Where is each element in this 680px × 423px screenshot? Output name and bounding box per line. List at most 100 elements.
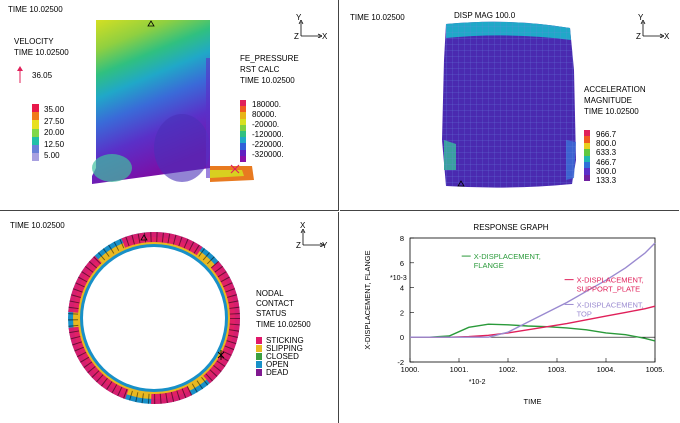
colorbar-segment: [32, 153, 39, 162]
colorbar-segment: [240, 155, 246, 162]
colorbar-segment: [32, 128, 39, 137]
velocity-title: VELOCITY: [14, 37, 54, 46]
x-multiplier-label: *10-2: [469, 379, 486, 386]
colorbar-segment: [584, 161, 590, 169]
scale-label: 35.00: [44, 105, 65, 114]
scale-label: 5.00: [44, 151, 60, 161]
series-name-line2: SUPPORT_PLATE: [577, 285, 641, 294]
colorbar-segment: [240, 118, 246, 125]
plot-frame: [409, 237, 656, 363]
axis-x-label: X: [300, 221, 306, 230]
scale-label: 300.0: [596, 166, 617, 176]
chart-title: RESPONSE GRAPH: [473, 223, 548, 232]
scale-label: 80000.: [252, 110, 277, 119]
colorbar-segment: [32, 112, 39, 121]
legend-swatch: [256, 337, 262, 344]
legend-swatch: [256, 361, 262, 368]
colorbar-segment: [32, 136, 39, 145]
axis-z-label: Z: [296, 241, 301, 250]
series-name-line1: X-DISPLACEMENT,: [474, 252, 541, 261]
x-tick-label: 1005.: [646, 365, 665, 374]
velocity-reference-arrow-icon: [17, 66, 23, 83]
x-tick-label: 1003.: [548, 365, 567, 374]
response-graph-viewport[interactable]: RESPONSE GRAPH 1000. 1001. 1002. 1003. 1004.…: [340, 212, 679, 423]
axis-x-label: X: [664, 32, 670, 41]
scale-label: 633.3: [596, 148, 617, 158]
colorbar-segment: [240, 137, 246, 144]
acceleration-viewport[interactable]: TIME 10.02500 DISP MAG 100.0 ACCELERATIO…: [340, 0, 679, 211]
time-label: TIME 10.02500: [10, 221, 65, 230]
status-time: TIME 10.02500: [256, 320, 311, 329]
colorbar-segment: [240, 106, 246, 113]
scale-label: 133.3: [596, 176, 617, 185]
colorbar-segment: [32, 120, 39, 129]
colorbar-segment: [584, 174, 590, 182]
colorbar-segment: [240, 143, 246, 150]
scale-label: 966.7: [596, 130, 617, 139]
velocity-reference-value: 36.05: [32, 71, 53, 80]
velocity-pressure-viewport[interactable]: TIME 10.02500 VELOCITY TIME 10.02500 36.…: [0, 0, 339, 211]
legend-label-dead: DEAD: [266, 368, 289, 377]
colorbar-segment: [584, 155, 590, 162]
axis-y-label: Y: [638, 13, 644, 22]
status-title-2: CONTACT: [256, 299, 295, 308]
fe-pressure-title: FE_PRESSURE: [240, 54, 299, 63]
time-label: TIME 10.02500: [350, 13, 405, 22]
legend-label-open: OPEN: [266, 360, 289, 369]
series-line-top: [410, 242, 656, 338]
x-tick-label: 1004.: [597, 365, 616, 374]
disp-mag-label: DISP MAG 100.0: [454, 11, 516, 20]
scale-label: -320000.: [252, 150, 284, 159]
legend-label-closed: CLOSED: [266, 352, 299, 361]
y-axis-label: X-DISPLACEMENT, FLANGE: [363, 250, 372, 349]
y-tick-label: 6: [400, 259, 404, 268]
series-name-line1: X-DISPLACEMENT,: [577, 276, 644, 285]
y-tick-label: 8: [400, 234, 404, 243]
legend-label-slipping: SLIPPING: [266, 344, 303, 353]
status-title-1: NODAL: [256, 289, 284, 298]
series-line-support_plate: [410, 305, 656, 338]
scale-label: 27.50: [44, 116, 65, 126]
status-title-3: STATUS: [256, 309, 287, 318]
contact-status-viewport[interactable]: TIME 10.02500 NODAL CONTACT STATUS TIME …: [0, 212, 339, 423]
legend-label-sticking: STICKING: [266, 336, 304, 345]
axis-y-label: Y: [322, 241, 328, 250]
contact-ring-plot: [68, 232, 240, 404]
y-tick-label: 4: [400, 284, 404, 293]
x-tick-label: 1002.: [499, 365, 518, 374]
colorbar-segment: [240, 124, 246, 131]
axis-triad-icon: [640, 20, 664, 38]
scale-label: 180000.: [252, 100, 281, 109]
mesh-contour-plot: [442, 21, 576, 188]
acceleration-colorbar: [584, 130, 590, 182]
colorbar-segment: [240, 149, 246, 156]
colorbar-segment: [584, 130, 590, 137]
scale-label: 20.00: [44, 128, 65, 138]
response-graph-chart: RESPONSE GRAPH 1000. 1001. 1002. 1003. 1004.…: [363, 223, 665, 406]
colorbar-segment: [240, 112, 246, 119]
axis-z-label: Z: [636, 32, 641, 41]
load-marker-icon: [230, 164, 240, 174]
x-axis-label: TIME: [524, 397, 542, 406]
axis-x-label: X: [322, 32, 328, 41]
x-tick-label: 1000.: [401, 365, 420, 374]
axis-z-label: Z: [294, 32, 299, 41]
axis-triad-icon: [298, 20, 322, 38]
y-multiplier-label: *10-3: [390, 275, 407, 282]
legend-swatch: [256, 353, 262, 360]
scale-label: -20000.: [252, 120, 280, 129]
colorbar-segment: [240, 130, 246, 138]
colorbar-segment: [584, 149, 590, 156]
acceleration-title-2: MAGNITUDE: [584, 96, 632, 105]
scale-label: -120000.: [252, 130, 284, 139]
acceleration-time: TIME 10.02500: [584, 107, 639, 116]
series-line-flange: [410, 323, 656, 342]
pressure-colorbar: [240, 100, 246, 162]
y-tick-label: 2: [400, 308, 404, 317]
colorbar-segment: [584, 168, 590, 175]
fluid-contour-plot: [92, 20, 254, 184]
time-label: TIME 10.02500: [8, 5, 63, 14]
series-name-line2: FLANGE: [474, 261, 504, 270]
colorbar-segment: [584, 136, 590, 143]
